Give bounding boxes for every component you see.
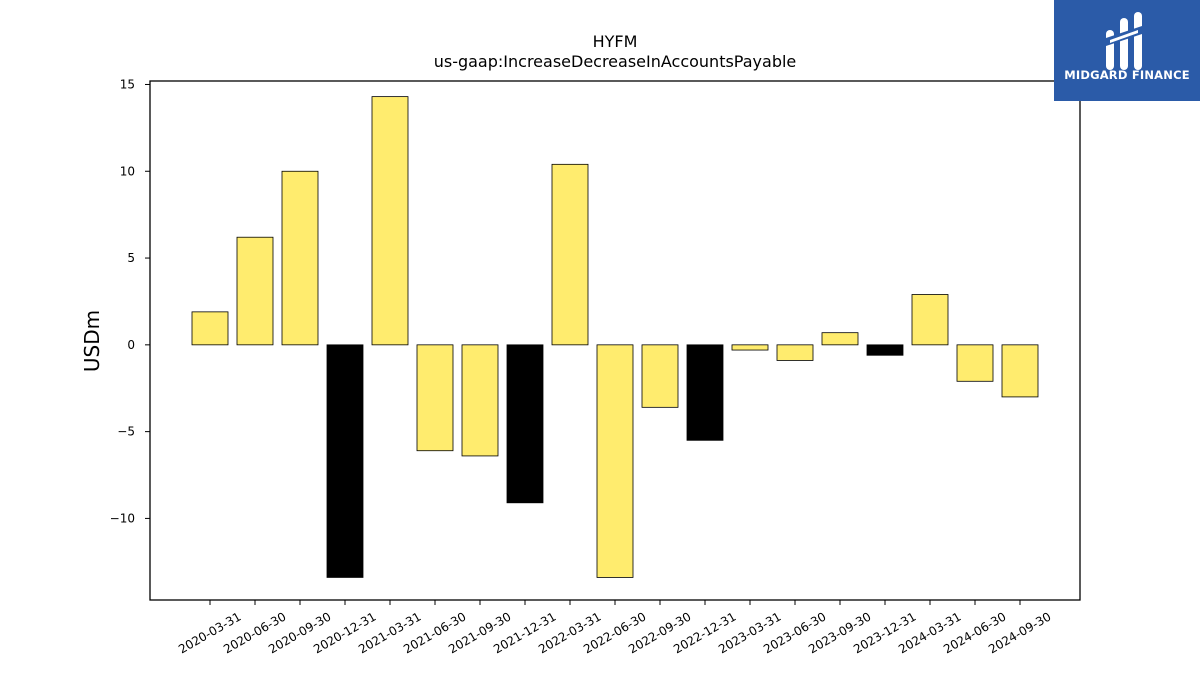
y-axis-label: USDm [80, 310, 104, 372]
x-axis: 2020-03-312020-06-302020-09-302020-12-31… [176, 600, 1054, 656]
bar-2023-12-31 [866, 344, 904, 356]
y-tick-label: 10 [120, 164, 135, 178]
y-tick-label: −5 [117, 425, 135, 439]
bar-2023-09-30 [821, 332, 859, 346]
bar-2020-03-31 [191, 311, 229, 346]
bar-2021-06-30 [416, 344, 454, 452]
bar-2022-03-31 [551, 163, 589, 346]
bar-2023-03-31 [731, 344, 769, 351]
bar-2021-03-31 [371, 96, 409, 346]
logo-mark-icon [1106, 12, 1142, 70]
bars-group [191, 96, 1039, 578]
bar-2021-12-31 [506, 344, 544, 504]
bar-2022-06-30 [596, 344, 634, 578]
bar-2020-09-30 [281, 170, 319, 346]
chart-subtitle: us-gaap:IncreaseDecreaseInAccountsPayabl… [433, 52, 797, 71]
bar-2024-06-30 [956, 344, 994, 382]
bar-2022-09-30 [641, 344, 679, 408]
brand-logo: MIDGARD FINANCE [1054, 0, 1200, 101]
logo-text: MIDGARD FINANCE [1064, 68, 1190, 82]
y-tick-label: −10 [110, 511, 135, 525]
bar-2023-06-30 [776, 344, 814, 361]
y-tick-label: 15 [120, 77, 135, 91]
bar-2021-09-30 [461, 344, 499, 457]
chart-title: HYFM [592, 32, 638, 51]
bar-2024-03-31 [911, 294, 949, 346]
bar-2020-06-30 [236, 236, 274, 346]
bar-2022-12-31 [686, 344, 724, 441]
y-tick-label: 5 [127, 251, 135, 265]
bar-2020-12-31 [326, 344, 364, 578]
bar-2024-09-30 [1001, 344, 1039, 398]
y-tick-label: 0 [127, 338, 135, 352]
plot-frame [149, 80, 1081, 601]
y-axis: 15 10 5 0 −5 −10 [110, 77, 150, 525]
